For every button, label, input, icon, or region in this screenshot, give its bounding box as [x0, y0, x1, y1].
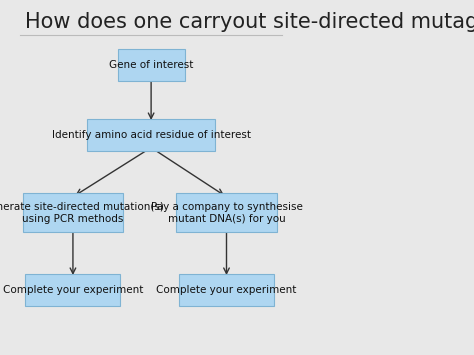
FancyBboxPatch shape — [23, 193, 123, 232]
Text: Gene of interest: Gene of interest — [109, 60, 193, 70]
FancyBboxPatch shape — [176, 193, 277, 232]
FancyBboxPatch shape — [26, 274, 120, 306]
Text: Pay a company to synthesise
mutant DNA(s) for you: Pay a company to synthesise mutant DNA(s… — [151, 202, 302, 224]
Text: Identify amino acid residue of interest: Identify amino acid residue of interest — [52, 130, 251, 140]
FancyBboxPatch shape — [118, 49, 184, 81]
Text: Complete your experiment: Complete your experiment — [3, 285, 143, 295]
FancyBboxPatch shape — [87, 119, 215, 151]
FancyBboxPatch shape — [179, 274, 274, 306]
Text: Complete your experiment: Complete your experiment — [156, 285, 297, 295]
Text: How does one carryout site-directed mutagenesis?: How does one carryout site-directed muta… — [26, 12, 474, 32]
Text: Generate site-directed mutation(s)
using PCR methods: Generate site-directed mutation(s) using… — [0, 202, 164, 224]
